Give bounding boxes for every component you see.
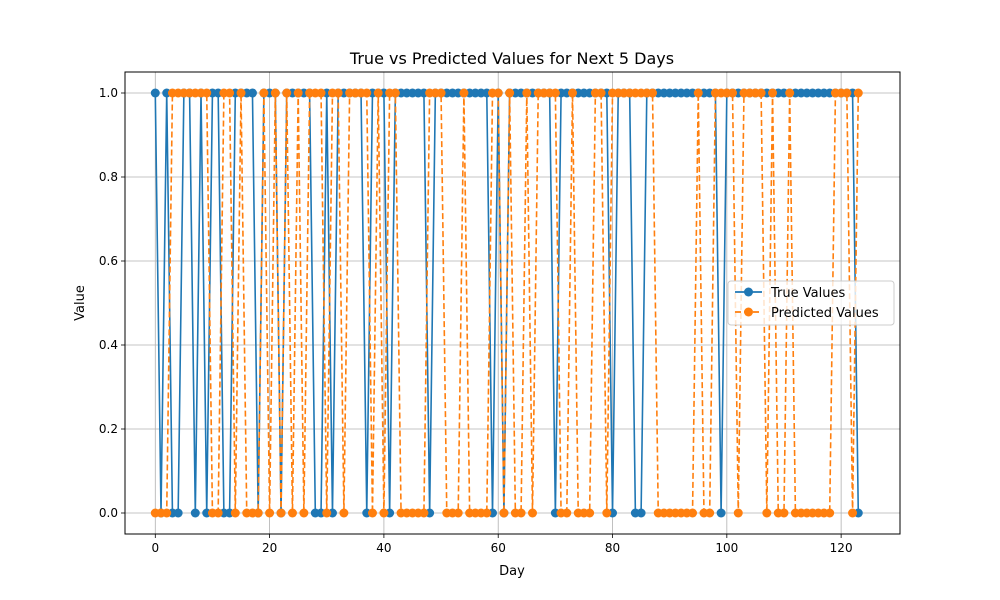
y-tick-label: 0.6 xyxy=(99,254,118,268)
y-axis-label: Value xyxy=(73,285,88,321)
data-point xyxy=(213,508,223,518)
y-tick-label: 0.8 xyxy=(99,170,118,184)
plot-frame xyxy=(124,71,901,535)
data-point xyxy=(705,508,715,518)
data-point xyxy=(373,88,383,98)
data-point xyxy=(716,508,726,518)
x-axis-label: Day xyxy=(499,564,525,579)
data-point xyxy=(842,88,852,98)
data-point xyxy=(688,508,698,518)
data-point xyxy=(499,508,509,518)
data-point xyxy=(379,508,389,518)
data-point xyxy=(493,88,503,98)
data-point xyxy=(550,88,560,98)
data-point xyxy=(150,88,160,98)
data-point xyxy=(390,88,400,98)
legend-pred-marker xyxy=(744,307,753,317)
data-point xyxy=(259,88,269,98)
data-point xyxy=(162,508,172,518)
data-point xyxy=(648,88,658,98)
data-point xyxy=(853,88,863,98)
data-point xyxy=(522,88,532,98)
data-point xyxy=(293,88,303,98)
data-point xyxy=(693,88,703,98)
data-point xyxy=(848,508,858,518)
data-point xyxy=(225,88,235,98)
data-point xyxy=(453,508,463,518)
data-point xyxy=(756,88,766,98)
data-point xyxy=(247,88,257,98)
data-point xyxy=(528,508,537,518)
data-point xyxy=(299,508,309,518)
legend: True Values Predicted Values xyxy=(727,280,895,326)
y-tick-label: 0.0 xyxy=(99,506,118,520)
data-point xyxy=(190,508,200,518)
data-point xyxy=(436,88,446,98)
x-tick-label: 20 xyxy=(262,541,277,555)
y-tick-label: 1.0 xyxy=(99,86,118,100)
legend-pred-label: Predicted Values xyxy=(771,306,879,321)
data-point xyxy=(636,508,646,518)
data-point xyxy=(362,88,372,98)
y-tick-label: 0.4 xyxy=(99,338,118,352)
data-point xyxy=(282,88,292,98)
data-point xyxy=(562,508,572,518)
legend-box xyxy=(727,280,895,326)
data-point xyxy=(316,88,326,98)
data-point xyxy=(482,508,492,518)
x-tick-label: 100 xyxy=(715,541,738,555)
chart-title: True vs Predicted Values for Next 5 Days xyxy=(349,49,674,68)
data-point xyxy=(253,508,263,518)
series-line xyxy=(155,92,860,514)
series-layer xyxy=(150,88,863,518)
data-point xyxy=(785,88,795,98)
x-tick-label: 120 xyxy=(830,541,853,555)
data-point xyxy=(270,88,280,98)
data-point xyxy=(825,508,835,518)
data-point xyxy=(276,508,286,518)
x-tick-label: 0 xyxy=(151,541,159,555)
legend-true-marker xyxy=(744,287,753,297)
data-point xyxy=(230,508,240,518)
x-axis-ticks: 0 20 40 60 80 100 120 xyxy=(151,534,853,555)
data-point xyxy=(367,508,377,518)
series-predicted-values xyxy=(150,88,863,518)
legend-true-label: True Values xyxy=(770,286,845,301)
x-tick-label: 40 xyxy=(376,541,391,555)
data-point xyxy=(779,508,789,518)
data-point xyxy=(202,88,212,98)
data-point xyxy=(265,508,275,518)
x-tick-label: 80 xyxy=(605,541,620,555)
data-point xyxy=(236,88,246,98)
y-axis-ticks: 0.0 0.2 0.4 0.6 0.8 1.0 xyxy=(99,86,125,520)
data-point xyxy=(733,508,743,518)
data-point xyxy=(602,508,612,518)
data-point xyxy=(333,88,343,98)
data-point xyxy=(728,88,738,98)
data-point xyxy=(762,508,772,518)
data-point xyxy=(516,508,526,518)
data-point xyxy=(505,88,515,98)
data-point xyxy=(596,88,606,98)
data-point xyxy=(459,88,469,98)
data-point xyxy=(287,508,297,518)
data-point xyxy=(339,508,349,518)
y-tick-label: 0.2 xyxy=(99,422,118,436)
x-tick-label: 60 xyxy=(491,541,506,555)
data-point xyxy=(322,508,332,518)
data-point xyxy=(585,508,595,518)
data-point xyxy=(568,88,578,98)
data-point xyxy=(768,88,778,98)
data-point xyxy=(419,508,429,518)
data-point xyxy=(173,508,183,518)
